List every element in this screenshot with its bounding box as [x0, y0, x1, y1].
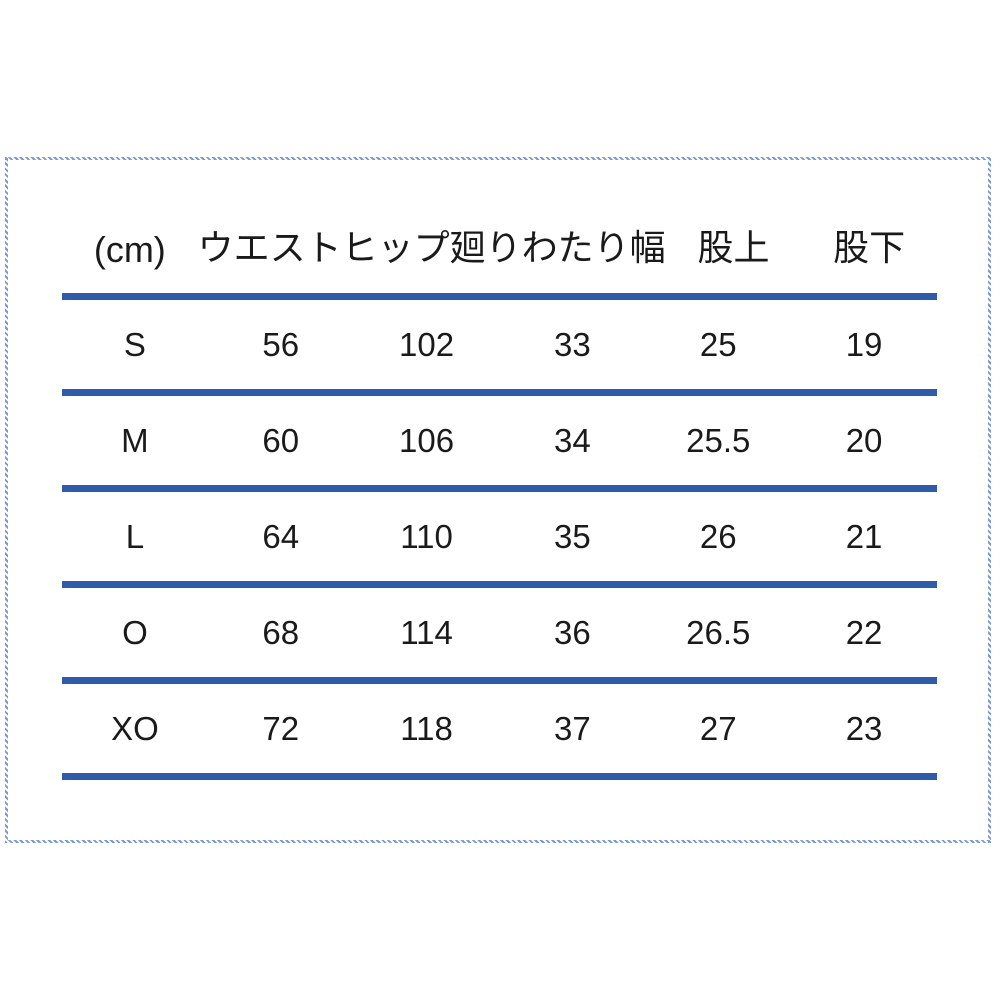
dashed-frame: [5, 157, 991, 843]
header-cell-unit: (cm): [93, 229, 166, 270]
size-cell: O: [122, 613, 148, 651]
header-cell-waist: ウエスト: [197, 227, 342, 268]
table-row-l: L 64 110 35 26 21: [62, 492, 937, 588]
value-cell: 68: [262, 613, 300, 651]
value-cell: 22: [845, 613, 883, 651]
table-header-row: (cm) ウエスト ヒップ廻り わたり幅 股上 股下: [62, 157, 937, 300]
value-cell: 110: [400, 517, 453, 555]
size-cell: L: [125, 517, 145, 555]
table-row-s: S 56 102 33 25 19: [62, 300, 937, 396]
size-table: (cm) ウエスト ヒップ廻り わたり幅 股上 股下 S 56 102 33 2…: [62, 157, 937, 780]
value-cell: 23: [845, 709, 883, 747]
value-cell: 33: [554, 325, 591, 363]
header-cell-inseam: 股下: [833, 227, 906, 268]
value-cell: 37: [554, 709, 591, 747]
value-cell: 106: [399, 421, 455, 459]
value-cell: 35: [554, 517, 591, 555]
value-cell: 20: [845, 421, 883, 459]
table-row-m: M 60 106 34 25.5 20: [62, 396, 937, 492]
frame-border-left: [5, 157, 8, 843]
value-cell: 64: [262, 517, 300, 555]
value-cell: 26: [699, 517, 737, 555]
value-cell: 72: [262, 709, 300, 747]
value-cell: 25: [699, 325, 737, 363]
value-cell: 36: [554, 613, 591, 651]
value-cell: 114: [400, 613, 453, 651]
frame-border-bottom: [5, 840, 991, 843]
value-cell: 21: [845, 517, 883, 555]
header-cell-rise: 股上: [697, 227, 770, 268]
table-row-xo: XO 72 118 37 27 23: [62, 684, 937, 780]
size-cell: M: [121, 421, 149, 459]
value-cell: 19: [845, 325, 883, 363]
header-cell-thigh-width: わたり幅: [521, 227, 666, 268]
value-cell: 25.5: [686, 421, 751, 459]
value-cell: 60: [262, 421, 300, 459]
value-cell: 56: [262, 325, 300, 363]
header-cell-hip: ヒップ廻り: [341, 227, 522, 268]
value-cell: 34: [554, 421, 591, 459]
table-row-o: O 68 114 36 26.5 22: [62, 588, 937, 684]
size-cell: XO: [111, 709, 159, 747]
value-cell: 27: [699, 709, 737, 747]
frame-border-top: [5, 157, 991, 160]
frame-border-right: [988, 157, 991, 843]
value-cell: 102: [399, 325, 455, 363]
value-cell: 26.5: [686, 613, 751, 651]
value-cell: 118: [400, 709, 453, 747]
size-cell: S: [123, 325, 146, 363]
